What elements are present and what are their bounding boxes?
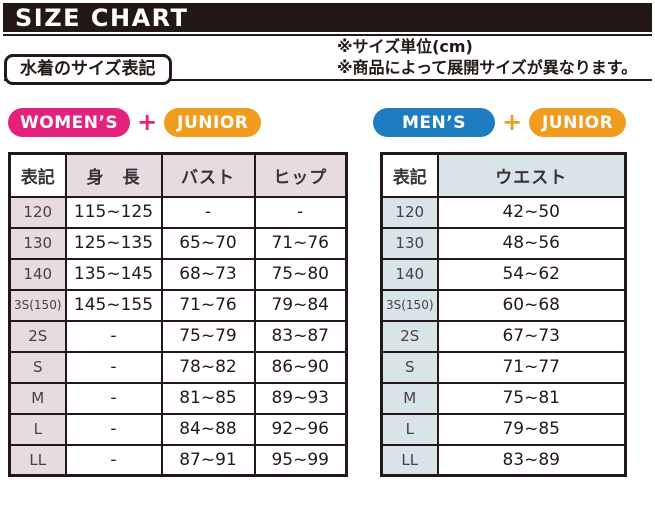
size-label-cell: 120 — [380, 195, 439, 229]
size-label-cell: 120 — [8, 195, 67, 229]
value-cell: 79~84 — [253, 288, 348, 322]
badge-junior-left: JUNIOR — [164, 108, 262, 137]
value-cell: 65~70 — [160, 226, 256, 260]
value-cell: - — [160, 195, 256, 229]
table-row: L -84~88 92~96 — [8, 412, 348, 446]
value-cell: 145~155 — [64, 288, 163, 322]
size-label-cell: LL — [380, 443, 439, 477]
size-label-cell: LL — [8, 443, 67, 477]
header-measure-cell: ウエスト — [436, 152, 627, 198]
table-row: 3S(150) 145~155 71~76 79~84 — [8, 288, 348, 322]
value-cell: 68~73 — [160, 257, 256, 291]
value-cell: - — [64, 443, 163, 477]
value-cell: 75~80 — [253, 257, 348, 291]
table-row: 3S(150) 60~68 — [380, 288, 627, 322]
value-cell: 92~96 — [253, 412, 348, 446]
table-row: 130 125~135 65~70 71~76 — [8, 226, 348, 260]
size-label-cell: L — [8, 412, 67, 446]
section-divider-line — [4, 79, 652, 81]
value-cell: 84~88 — [160, 412, 256, 446]
table-row: 130 48~56 — [380, 226, 627, 260]
badge-group-mens-junior: MEN’S + JUNIOR — [373, 108, 627, 137]
header-measure-cell: 身 長 — [64, 152, 163, 198]
note-size-unit: ※サイズ単位(cm) — [337, 37, 473, 56]
header-measure-cell: ヒップ — [253, 152, 348, 198]
value-cell: 86~90 — [253, 350, 348, 384]
value-cell: 54~62 — [436, 257, 627, 291]
size-label-cell: L — [380, 412, 439, 446]
table-row: LL -87~91 95~99 — [8, 443, 348, 477]
header-size-label-cell: 表記 — [380, 152, 439, 198]
value-cell: - — [64, 412, 163, 446]
value-cell: 83~89 — [436, 443, 627, 477]
size-label-cell: 2S — [380, 319, 439, 353]
size-label-cell: 140 — [380, 257, 439, 291]
value-cell: - — [64, 350, 163, 384]
table-row: LL 83~89 — [380, 443, 627, 477]
value-cell: 67~73 — [436, 319, 627, 353]
value-cell: 87~91 — [160, 443, 256, 477]
badge-junior-right: JUNIOR — [529, 108, 627, 137]
badge-womens: WOMEN’S — [8, 108, 131, 137]
size-label-cell: 130 — [8, 226, 67, 260]
value-cell: 115~125 — [64, 195, 163, 229]
size-label-cell: M — [380, 381, 439, 415]
table-header-row: 表記身 長バスト ヒップ — [8, 152, 348, 198]
value-cell: - — [64, 381, 163, 415]
size-label-cell: M — [8, 381, 67, 415]
value-cell: - — [253, 195, 348, 229]
table-row: 140 54~62 — [380, 257, 627, 291]
table-row: 140 135~145 68~73 75~80 — [8, 257, 348, 291]
size-label-cell: 130 — [380, 226, 439, 260]
size-label-cell: S — [380, 350, 439, 384]
value-cell: 75~79 — [160, 319, 256, 353]
value-cell: 125~135 — [64, 226, 163, 260]
badge-mens: MEN’S — [373, 108, 495, 137]
table-row: 2S 67~73 — [380, 319, 627, 353]
plus-sign-right: + — [502, 108, 523, 136]
value-cell: 60~68 — [436, 288, 627, 322]
size-label-cell: S — [8, 350, 67, 384]
value-cell: 83~87 — [253, 319, 348, 353]
page-title-bar: SIZE CHART — [3, 3, 652, 32]
table-row: 2S -75~79 83~87 — [8, 319, 348, 353]
table-row: 120 42~50 — [380, 195, 627, 229]
value-cell: 71~76 — [160, 288, 256, 322]
table-header-row: 表記 ウエスト — [380, 152, 627, 198]
table-row: L 79~85 — [380, 412, 627, 446]
plus-sign-left: + — [137, 108, 158, 136]
section-label-swimwear-sizes: 水着のサイズ表記 — [4, 54, 172, 86]
size-label-cell: 2S — [8, 319, 67, 353]
value-cell: 89~93 — [253, 381, 348, 415]
table-row: 120 115~125- - — [8, 195, 348, 229]
notes: ※サイズ単位(cm) ※商品によって展開サイズが異なります。 — [337, 36, 637, 78]
value-cell: 79~85 — [436, 412, 627, 446]
value-cell: 135~145 — [64, 257, 163, 291]
value-cell: 78~82 — [160, 350, 256, 384]
value-cell: 48~56 — [436, 226, 627, 260]
value-cell: 71~76 — [253, 226, 348, 260]
mens-junior-size-table: 表記 ウエスト 120 42~50 130 48~56 140 54~62 3S(150) 60~… — [380, 152, 627, 477]
value-cell: 75~81 — [436, 381, 627, 415]
table-row: S -78~82 86~90 — [8, 350, 348, 384]
value-cell: 42~50 — [436, 195, 627, 229]
size-label-cell: 3S(150) — [8, 288, 67, 322]
header-measure-cell: バスト — [160, 152, 256, 198]
note-size-availability: ※商品によって展開サイズが異なります。 — [337, 58, 638, 77]
value-cell: 71~77 — [436, 350, 627, 384]
page-title: SIZE CHART — [15, 3, 189, 32]
badge-group-womens-junior: WOMEN’S + JUNIOR — [8, 108, 262, 137]
table-row: M 75~81 — [380, 381, 627, 415]
title-underline — [3, 34, 652, 36]
header-size-label-cell: 表記 — [8, 152, 67, 198]
value-cell: 81~85 — [160, 381, 256, 415]
value-cell: 95~99 — [253, 443, 348, 477]
size-label-cell: 3S(150) — [380, 288, 439, 322]
size-label-cell: 140 — [8, 257, 67, 291]
table-row: M -81~85 89~93 — [8, 381, 348, 415]
womens-junior-size-table: 表記身 長バスト ヒップ 120 115~125- -130 125~135 65~70 71… — [8, 152, 348, 477]
table-row: S 71~77 — [380, 350, 627, 384]
value-cell: - — [64, 319, 163, 353]
